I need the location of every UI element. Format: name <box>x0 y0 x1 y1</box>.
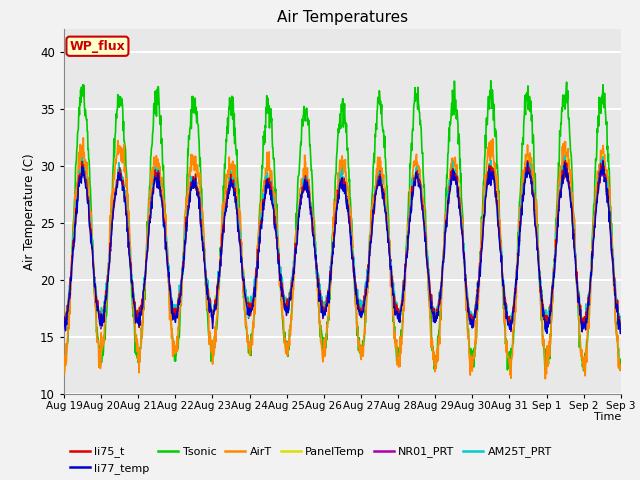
li75_t <box>429 305 436 311</box>
NR01_PRT <box>552 254 559 260</box>
li75_t <box>246 300 254 306</box>
AirT <box>429 357 437 362</box>
AM25T_PRT <box>617 326 625 332</box>
li77_temp <box>502 307 509 312</box>
li75_t <box>60 320 68 325</box>
li75_t <box>502 306 509 312</box>
AirT <box>541 376 549 382</box>
Tsonic <box>502 336 509 342</box>
Legend: li75_t, li77_temp, Tsonic, AirT, PanelTemp, NR01_PRT, AM25T_PRT: li75_t, li77_temp, Tsonic, AirT, PanelTe… <box>70 446 552 474</box>
AirT <box>171 342 179 348</box>
AirT <box>184 191 192 197</box>
Tsonic <box>429 344 436 349</box>
NR01_PRT <box>524 158 531 164</box>
NR01_PRT <box>246 304 254 310</box>
li77_temp <box>617 326 625 332</box>
Tsonic <box>246 344 254 350</box>
PanelTemp <box>60 313 68 319</box>
NR01_PRT <box>184 209 191 215</box>
li75_t <box>599 157 607 163</box>
Text: WP_flux: WP_flux <box>70 40 125 53</box>
li77_temp <box>599 158 607 164</box>
AM25T_PRT <box>429 311 436 317</box>
Tsonic <box>184 146 191 152</box>
li77_temp <box>60 313 68 319</box>
Tsonic <box>580 368 588 373</box>
Tsonic <box>487 78 495 84</box>
AirT <box>552 243 559 249</box>
PanelTemp <box>617 324 625 330</box>
AM25T_PRT <box>60 312 68 318</box>
PanelTemp <box>170 313 178 319</box>
Line: AM25T_PRT: AM25T_PRT <box>64 156 621 332</box>
X-axis label: Time: Time <box>593 412 621 422</box>
NR01_PRT <box>170 311 178 316</box>
Line: AirT: AirT <box>64 138 621 379</box>
Line: PanelTemp: PanelTemp <box>64 155 621 327</box>
Tsonic <box>170 349 178 355</box>
AM25T_PRT <box>616 329 624 335</box>
Line: Tsonic: Tsonic <box>64 81 621 371</box>
AM25T_PRT <box>502 303 509 309</box>
Title: Air Temperatures: Air Temperatures <box>277 10 408 25</box>
Tsonic <box>60 364 68 370</box>
li77_temp <box>429 310 436 315</box>
AM25T_PRT <box>551 260 559 265</box>
li75_t <box>184 203 191 208</box>
NR01_PRT <box>617 324 625 329</box>
AirT <box>502 337 509 343</box>
li75_t <box>551 262 559 267</box>
NR01_PRT <box>429 307 436 312</box>
Tsonic <box>617 356 625 362</box>
PanelTemp <box>246 301 254 307</box>
PanelTemp <box>502 302 509 308</box>
PanelTemp <box>551 263 559 268</box>
AM25T_PRT <box>184 212 191 218</box>
AirT <box>60 353 68 359</box>
AM25T_PRT <box>246 303 254 309</box>
NR01_PRT <box>507 329 515 335</box>
Line: li77_temp: li77_temp <box>64 161 621 334</box>
Line: li75_t: li75_t <box>64 160 621 329</box>
li75_t <box>616 326 624 332</box>
PanelTemp <box>429 308 436 313</box>
li77_temp <box>184 211 191 217</box>
PanelTemp <box>599 152 607 157</box>
NR01_PRT <box>60 313 68 319</box>
li75_t <box>170 310 178 316</box>
li77_temp <box>170 314 178 320</box>
NR01_PRT <box>502 297 509 302</box>
Tsonic <box>551 247 559 252</box>
li75_t <box>617 326 625 332</box>
PanelTemp <box>184 205 191 211</box>
AirT <box>246 347 254 353</box>
Y-axis label: Air Temperature (C): Air Temperature (C) <box>23 153 36 269</box>
AM25T_PRT <box>561 153 569 159</box>
Line: NR01_PRT: NR01_PRT <box>64 161 621 332</box>
AM25T_PRT <box>170 310 178 316</box>
li77_temp <box>551 267 559 273</box>
li77_temp <box>616 331 624 336</box>
AirT <box>617 362 625 368</box>
li77_temp <box>246 307 254 312</box>
AirT <box>79 135 87 141</box>
